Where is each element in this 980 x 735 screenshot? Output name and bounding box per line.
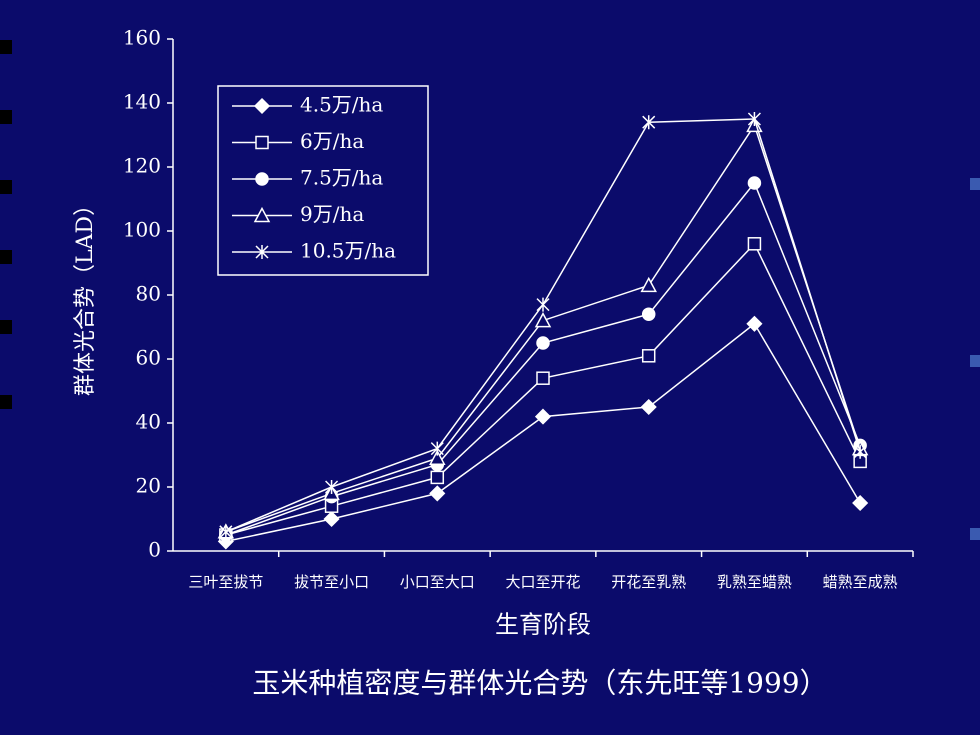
y-tick-label: 100	[123, 218, 161, 242]
data-point	[642, 115, 656, 130]
data-point	[746, 315, 763, 332]
data-point	[536, 297, 550, 312]
data-point	[852, 494, 869, 512]
data-point	[640, 398, 657, 416]
data-point	[534, 312, 552, 328]
y-tick-label: 40	[136, 410, 161, 434]
legend-label: 4.5万/ha	[300, 93, 383, 117]
x-tick-label: 开花至乳熟	[611, 573, 686, 591]
chart-title: 玉米种植密度与群体光合势（东先旺等1999）	[252, 667, 827, 700]
y-tick-label: 140	[123, 90, 161, 114]
y-tick-label: 60	[136, 346, 161, 370]
x-axis-title: 生育阶段	[495, 611, 591, 639]
legend-label: 6万/ha	[300, 129, 364, 153]
data-point	[325, 480, 339, 494]
slide-decoration	[0, 40, 980, 540]
x-tick-label: 拔节至小口	[294, 573, 369, 591]
legend-marker	[255, 172, 269, 186]
x-tick-label: 三叶至拔节	[188, 573, 263, 591]
data-point	[323, 510, 340, 528]
y-tick-label: 120	[123, 154, 161, 178]
y-tick-label: 0	[148, 538, 161, 562]
legend-label: 7.5万/ha	[300, 166, 383, 190]
y-tick-label: 80	[136, 282, 161, 306]
y-axis-title: 群体光合势（LAD）	[73, 194, 98, 396]
y-tick-label: 160	[123, 26, 161, 50]
data-point	[430, 441, 444, 456]
x-tick-label: 蜡熟至成熟	[823, 573, 898, 591]
legend-marker	[255, 135, 269, 150]
data-point	[534, 408, 552, 425]
x-tick-label: 乳熟至蜡熟	[717, 573, 792, 591]
data-point	[641, 307, 656, 321]
data-point	[747, 176, 762, 190]
data-point	[853, 444, 867, 459]
data-point	[536, 371, 550, 385]
legend-marker	[253, 206, 271, 223]
legend-marker	[255, 245, 269, 259]
legend-marker	[253, 97, 271, 115]
legend-box	[217, 85, 429, 276]
data-point	[536, 336, 550, 350]
data-point	[429, 485, 446, 502]
x-tick-label: 大口至开花	[505, 573, 580, 591]
data-point	[747, 237, 762, 251]
legend-label: 10.5万/ha	[300, 239, 396, 263]
data-point	[640, 276, 657, 293]
x-tick-label: 小口至大口	[400, 573, 475, 591]
y-tick-label: 20	[136, 474, 161, 498]
data-point	[429, 449, 446, 465]
data-point	[219, 524, 233, 539]
data-point	[430, 470, 445, 485]
data-point	[641, 349, 656, 363]
data-point	[747, 112, 761, 126]
legend-label: 9万/ha	[300, 202, 364, 226]
